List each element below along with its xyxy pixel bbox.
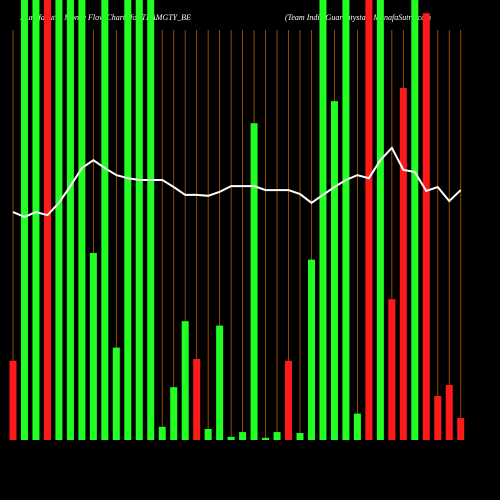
bar bbox=[55, 0, 63, 440]
bar bbox=[376, 0, 384, 440]
bar bbox=[353, 413, 361, 440]
bar bbox=[181, 321, 189, 440]
bar bbox=[422, 13, 430, 440]
bar bbox=[330, 101, 338, 440]
bar bbox=[158, 426, 166, 440]
bar bbox=[273, 432, 281, 440]
bar bbox=[135, 0, 143, 440]
bar bbox=[216, 325, 224, 440]
bar bbox=[193, 359, 201, 440]
chart-subtitle: (Team India Guarantystar) MunafaSutra.co… bbox=[285, 13, 431, 22]
bar bbox=[89, 253, 97, 440]
bar bbox=[342, 0, 350, 440]
bar bbox=[365, 0, 373, 440]
bar bbox=[388, 299, 396, 440]
money-flow-line bbox=[12, 146, 462, 219]
bar bbox=[43, 0, 51, 440]
bar bbox=[147, 0, 155, 440]
bar bbox=[250, 123, 258, 440]
bar bbox=[32, 0, 40, 440]
bar bbox=[434, 396, 442, 440]
bar bbox=[124, 0, 132, 440]
bar bbox=[399, 88, 407, 440]
bar bbox=[319, 0, 327, 440]
bar bbox=[101, 0, 109, 440]
bar bbox=[204, 429, 212, 440]
bar bbox=[262, 437, 270, 440]
bar bbox=[78, 0, 86, 440]
bar bbox=[239, 432, 247, 440]
bar bbox=[227, 436, 235, 440]
bar bbox=[296, 432, 304, 440]
bar bbox=[112, 347, 120, 440]
bar bbox=[9, 360, 17, 440]
bar bbox=[411, 0, 419, 440]
bar bbox=[445, 385, 453, 440]
bar bbox=[307, 259, 315, 440]
bar bbox=[457, 418, 465, 440]
bar bbox=[20, 0, 28, 440]
bar bbox=[170, 387, 178, 440]
bar bbox=[285, 360, 293, 440]
bar bbox=[66, 0, 74, 440]
